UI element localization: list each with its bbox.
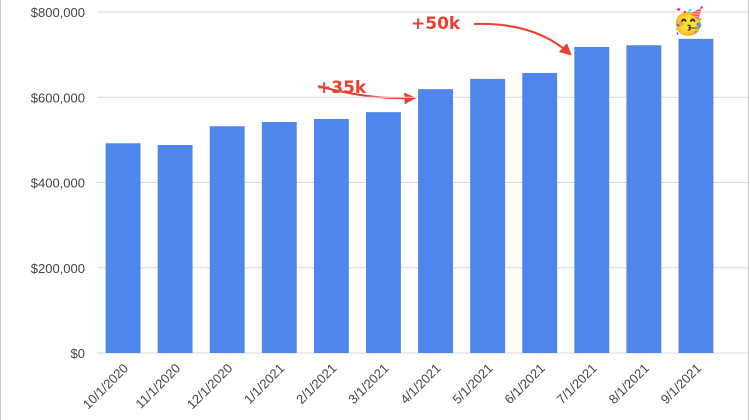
bar bbox=[678, 38, 714, 353]
arrow bbox=[473, 22, 572, 56]
bar bbox=[626, 45, 662, 354]
bar bbox=[366, 112, 401, 353]
bar bbox=[418, 89, 453, 354]
bar bbox=[261, 121, 297, 353]
bar bbox=[313, 118, 349, 354]
y-tick-label: $400,000 bbox=[31, 176, 85, 191]
x-tick-label: 7/1/2021 bbox=[554, 361, 600, 407]
bar bbox=[105, 143, 141, 353]
x-tick-label: 1/1/2021 bbox=[241, 361, 287, 407]
y-tick-label: $600,000 bbox=[31, 90, 85, 105]
y-tick-label: $0 bbox=[71, 346, 85, 361]
bar bbox=[209, 126, 245, 353]
x-tick-label: 8/1/2021 bbox=[606, 361, 652, 407]
annotation: 🥳 bbox=[672, 5, 704, 36]
y-tick-label: $200,000 bbox=[31, 261, 85, 276]
annotation: +50k bbox=[411, 14, 461, 34]
x-tick-label: 6/1/2021 bbox=[501, 361, 547, 407]
x-tick-label: 12/1/2020 bbox=[184, 361, 236, 413]
x-tick-label: 11/1/2020 bbox=[132, 361, 183, 412]
y-tick-label: $800,000 bbox=[31, 5, 85, 20]
bar bbox=[470, 78, 506, 353]
x-tick-label: 9/1/2021 bbox=[658, 361, 704, 407]
bar bbox=[522, 72, 558, 354]
x-tick-label: 5/1/2021 bbox=[449, 361, 495, 407]
bar bbox=[157, 144, 193, 353]
x-tick-label: 10/1/2020 bbox=[80, 361, 132, 413]
x-tick-label: 4/1/2021 bbox=[397, 361, 443, 407]
arrow bbox=[317, 85, 417, 105]
x-tick-label: 2/1/2021 bbox=[293, 361, 339, 407]
x-tick-label: 3/1/2021 bbox=[345, 361, 391, 407]
annotation: +35k bbox=[317, 78, 367, 98]
bar bbox=[574, 46, 610, 353]
